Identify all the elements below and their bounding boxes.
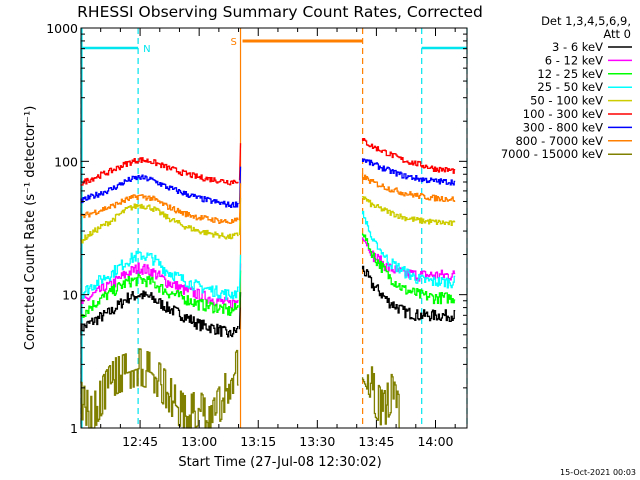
series-line-2-pre-gap [80,273,239,318]
series-line-3-pre-gap [80,250,239,300]
x-tick-label: 12:45 [122,434,158,449]
legend-label: 300 - 800 keV [523,120,603,134]
legend-label: 100 - 300 keV [523,107,603,121]
legend-label: 50 - 100 keV [530,94,603,108]
y-axis-label: Corrected Count Rate (s⁻¹ detector⁻¹) [23,106,38,351]
night-label: N [143,44,150,55]
plot-frame [80,27,468,429]
x-axis-label: Start Time (27-Jul-08 12:30:02) [178,455,381,470]
series-line-8-pre-gap [80,348,239,429]
series-line-3-post-gap [361,210,456,289]
x-axis-ticks: 12:45 13:00 13:15 13:30 13:45 14:00 [100,28,456,449]
series-line-4-post-gap [361,196,456,226]
series-line-1-post-gap [361,237,456,282]
y-tick-label: 100 [54,154,78,169]
y-tick-label: 1000 [46,21,78,36]
x-tick-label: 13:15 [240,434,276,449]
series-line-0-post-gap [361,265,456,323]
series-line-8-post-gap [361,366,400,429]
series-line-5-post-gap [361,137,456,174]
saa-label: S [231,37,237,48]
series-line-0-pre-gap [80,290,239,338]
x-tick-label: 13:30 [299,434,335,449]
legend-label: 3 - 6 keV [552,40,603,54]
series-spike-3 [238,254,242,292]
y-tick-label: 10 [62,288,78,303]
legend-label: 7000 - 15000 keV [501,147,603,161]
y-tick-label: 1 [70,421,78,436]
legend-header-line2: Att 0 [603,27,631,41]
x-tick-label: 13:45 [358,434,394,449]
legend-header-line1: Det 1,3,4,5,6,9, [541,14,631,28]
series-line-5-pre-gap [80,157,239,186]
series-line-4-pre-gap [80,203,239,244]
x-tick-label: 13:00 [181,434,217,449]
series-line-6-post-gap [361,158,456,186]
series-line-1-pre-gap [80,262,239,310]
x-tick-label: 14:00 [417,434,453,449]
plot-series [80,137,456,429]
series-line-7-pre-gap [80,194,239,224]
series-spike-7 [238,183,242,221]
footer-timestamp: 15-Oct-2021 00:03 [560,468,636,477]
series-line-6-pre-gap [80,174,239,209]
y-axis-ticks: 1 10 100 1000 [46,21,467,436]
series-line-2-post-gap [361,233,456,305]
legend-label: 6 - 12 keV [545,53,603,67]
chart-title: RHESSI Observing Summary Count Rates, Co… [77,3,483,21]
legend-label: 800 - 7000 keV [515,134,603,148]
legend-label: 25 - 50 keV [537,80,603,94]
series-line-7-post-gap [361,173,456,202]
legend-label: 12 - 25 keV [537,67,603,81]
